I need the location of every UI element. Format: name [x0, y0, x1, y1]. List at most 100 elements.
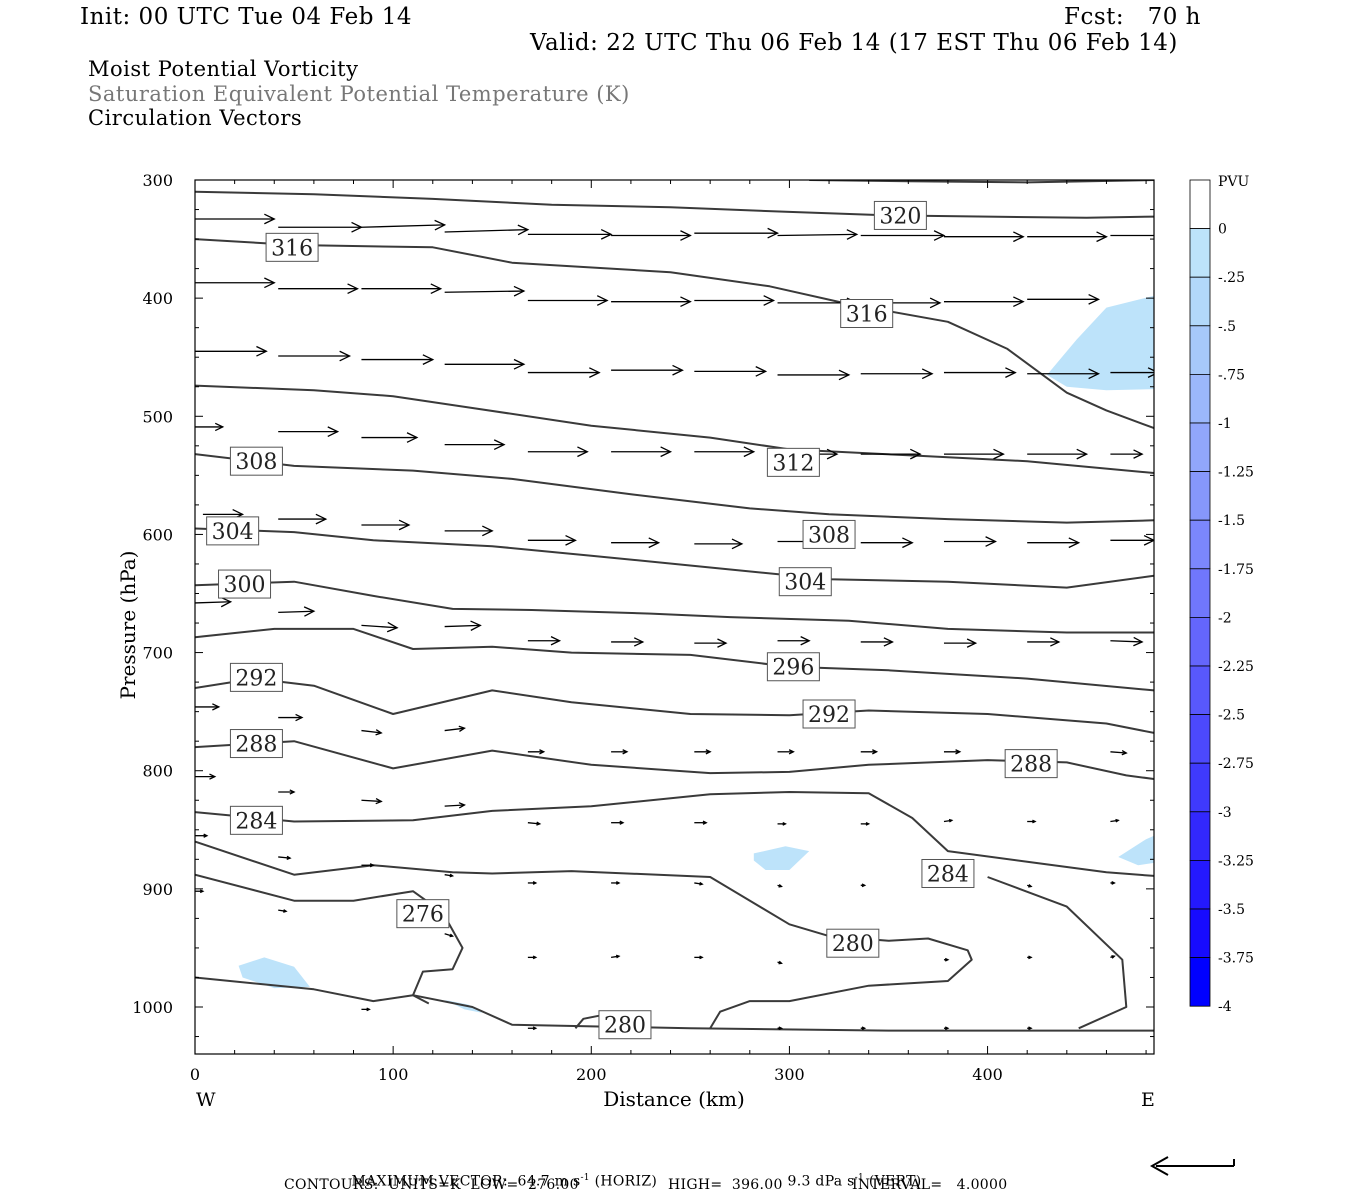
y-tick-label: 600 — [142, 525, 173, 544]
colorbar-tick-label: -1.25 — [1218, 465, 1254, 481]
contour-label-box — [218, 569, 272, 599]
vector-head — [1013, 296, 1025, 308]
colorbar-swatch — [1189, 714, 1211, 764]
vector-head — [422, 354, 435, 365]
circulation-vector — [278, 283, 359, 295]
vector-head — [1133, 449, 1144, 459]
circulation-vector — [527, 534, 577, 546]
circulation-vector — [777, 960, 783, 965]
vector-shaft — [195, 601, 231, 604]
circulation-vector — [278, 513, 328, 525]
contour-label-box — [840, 299, 894, 329]
y-axis-label: Pressure (hPa) — [116, 551, 140, 700]
vector-shaft — [361, 799, 382, 803]
contour-label: 288 — [229, 729, 283, 759]
colorbar-swatch — [1189, 568, 1211, 618]
vector-head — [458, 725, 466, 732]
circulation-vector — [860, 448, 922, 460]
contour-label: 284 — [229, 805, 283, 835]
pv-shaded-region — [1047, 295, 1154, 391]
vector-head — [921, 368, 934, 380]
vector-head — [731, 538, 744, 550]
vector-head — [800, 636, 811, 646]
vector-head — [493, 439, 506, 451]
circulation-vector — [278, 426, 340, 438]
circulation-vector — [361, 283, 443, 295]
circulation-vector — [694, 749, 712, 755]
circulation-vector — [1110, 881, 1116, 885]
circulation-vector — [694, 538, 744, 550]
vector-head — [788, 749, 795, 755]
vector-head — [315, 513, 328, 525]
colorbar-swatch — [1189, 325, 1211, 375]
contour-label: 284 — [921, 858, 975, 888]
vector-head — [406, 432, 419, 443]
colorbar-swatch — [1189, 860, 1211, 910]
colorbar-swatch — [1189, 908, 1211, 958]
y-tick-label: 400 — [142, 289, 173, 308]
vector-shaft — [278, 610, 314, 614]
contour-label-text: 284 — [927, 862, 969, 887]
colorbar-tick-label: -.5 — [1218, 319, 1236, 335]
colorbar-tick-label: -2.25 — [1218, 659, 1254, 675]
vector-head — [220, 596, 233, 608]
vector-head — [778, 883, 783, 888]
circulation-vector — [777, 229, 859, 240]
theta-es-contour-line — [195, 384, 1154, 474]
contour-label-text: 304 — [784, 571, 826, 596]
theta-es-contour-line — [987, 876, 1128, 1030]
circulation-vector — [860, 749, 879, 755]
circulation-vector — [611, 881, 621, 885]
circulation-vector — [361, 432, 419, 443]
vector-shaft — [444, 290, 524, 293]
circulation-vector — [444, 873, 455, 878]
contour-label: 292 — [802, 699, 856, 729]
vector-head — [619, 820, 625, 825]
colorbar-tick-label: -1.75 — [1218, 562, 1254, 578]
vector-head — [375, 729, 383, 736]
theta-es-contour-line — [195, 740, 1154, 780]
circulation-vector — [195, 596, 233, 608]
circulation-vector — [860, 821, 871, 826]
x-tick-label: 0 — [190, 1065, 200, 1084]
vector-head — [861, 883, 867, 888]
vector-head — [929, 297, 942, 309]
circulation-vector — [943, 231, 1025, 243]
colorbar-tick-label: -1 — [1218, 416, 1232, 432]
vector-shaft — [361, 729, 382, 734]
circulation-vector — [777, 1026, 783, 1031]
vector-head — [375, 797, 383, 805]
vector-head — [1115, 818, 1120, 823]
circulation-vector — [777, 636, 811, 646]
vector-head — [212, 703, 221, 711]
x-tick-label: 300 — [774, 1065, 805, 1084]
vector-shaft — [1110, 751, 1127, 754]
contour-labels: 320 316 316 312 308 308 304 304 300 296 292 292 288 2… — [206, 200, 1058, 1040]
vector-head — [955, 749, 962, 755]
forecast-hour: Fcst: 70 h — [1064, 4, 1201, 30]
theta-es-contour-line — [195, 580, 1154, 634]
circulation-vector — [361, 354, 435, 365]
vector-head — [1111, 955, 1116, 959]
circulation-vector — [278, 350, 352, 362]
contour-label: 300 — [218, 569, 272, 599]
circulation-vector — [1027, 637, 1061, 647]
vector-head — [1121, 750, 1128, 756]
contour-label-box — [1004, 749, 1058, 779]
circulation-vector — [1110, 534, 1154, 546]
contour-info: CONTOURS: UNITS=K LOW= 276.00 — [284, 1177, 579, 1193]
circulation-vector — [361, 863, 375, 868]
vector-head — [264, 277, 276, 289]
contour-label: 292 — [229, 662, 283, 692]
circulation-vector — [444, 933, 455, 938]
circulation-vector — [195, 773, 217, 780]
west-label: W — [196, 1089, 216, 1111]
vector-head — [1028, 1026, 1033, 1031]
contour-label-box — [265, 232, 319, 262]
vector-head — [199, 889, 205, 894]
circulation-vector — [444, 725, 466, 732]
contour-label-box — [921, 858, 975, 888]
contour-label: 316 — [265, 232, 319, 262]
colorbar-tick-label: -.75 — [1218, 367, 1245, 383]
